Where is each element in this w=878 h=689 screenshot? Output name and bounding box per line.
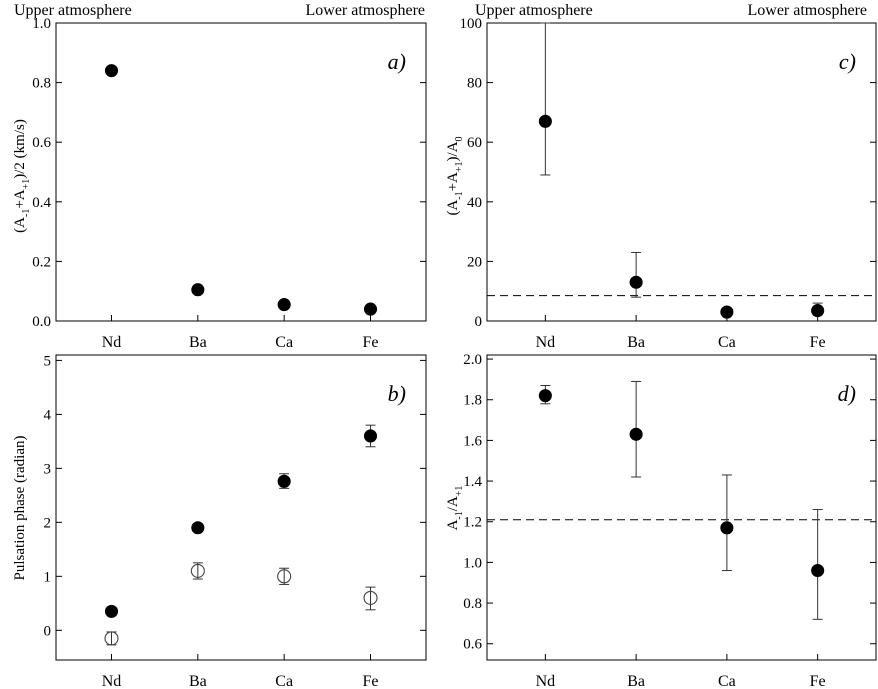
ytick-label-d-4: 1.4 bbox=[463, 474, 482, 490]
ytick-label-c-2: 40 bbox=[467, 195, 482, 211]
point-a-0-0 bbox=[104, 64, 119, 78]
svg-text:A-1/A+1: A-1/A+1 bbox=[445, 486, 465, 531]
ylabel-d: A-1/A+1 bbox=[445, 486, 465, 531]
svg-text:Pulsation phase (radian): Pulsation phase (radian) bbox=[12, 436, 28, 581]
point-c-0-0 bbox=[538, 114, 552, 128]
point-b-1-0 bbox=[104, 631, 119, 646]
header-left-upper: Upper atmosphere bbox=[14, 2, 132, 19]
ytick-label-c-5: 100 bbox=[460, 16, 483, 32]
point-a-0-1 bbox=[191, 283, 205, 297]
panel-c: 0 20 40 60 80 100 Nd Ba Ca Fe c) bbox=[460, 16, 877, 351]
xtick-label-c-0: Nd bbox=[536, 334, 556, 351]
point-b-0-1 bbox=[191, 521, 205, 535]
panel-label-b: b) bbox=[388, 381, 406, 406]
point-d-0-0 bbox=[538, 389, 552, 403]
xtick-label-c-3: Fe bbox=[810, 334, 826, 351]
ytick-label-b-0: 0 bbox=[44, 623, 52, 639]
ylabel-a: (A-1+A+1)/2 (km/s) bbox=[12, 119, 32, 233]
point-c-0-2 bbox=[720, 305, 734, 319]
ytick-label-b-5: 5 bbox=[44, 353, 52, 369]
svg-text:(A-1+A+1)/2 (km/s): (A-1+A+1)/2 (km/s) bbox=[12, 119, 32, 233]
header-right-lower: Lower atmosphere bbox=[747, 2, 867, 19]
plot-frame-a bbox=[55, 22, 427, 322]
ytick-label-d-5: 1.6 bbox=[463, 433, 482, 449]
panel-label-c: c) bbox=[839, 49, 856, 74]
panel-label-a: a) bbox=[388, 49, 406, 74]
point-d-0-1 bbox=[629, 427, 643, 441]
point-d-0-3 bbox=[811, 563, 825, 578]
ytick-label-d-7: 2.0 bbox=[463, 352, 482, 368]
xtick-label-a-0: Nd bbox=[102, 334, 122, 351]
ytick-label-d-1: 0.8 bbox=[463, 596, 482, 612]
point-c-0-1 bbox=[629, 275, 643, 289]
point-b-1-3 bbox=[363, 590, 378, 605]
panel-d: 0.6 0.8 1.0 1.2 1.4 1.6 1.8 2.0 Nd Ba Ca Fe d) bbox=[463, 352, 877, 689]
ytick-label-b-1: 1 bbox=[44, 569, 52, 585]
xtick-label-b-2: Ca bbox=[275, 673, 293, 689]
xtick-label-a-3: Fe bbox=[363, 334, 379, 351]
panel-b: 0 1 2 3 4 5 Nd Ba Ca Fe b) bbox=[44, 353, 427, 689]
ytick-label-a-4: 0.8 bbox=[32, 76, 51, 92]
xtick-label-b-3: Fe bbox=[363, 673, 379, 689]
xtick-label-d-1: Ba bbox=[627, 673, 645, 689]
ytick-label-c-0: 0 bbox=[475, 314, 483, 330]
ytick-label-d-3: 1.2 bbox=[463, 515, 482, 531]
ytick-label-a-1: 0.2 bbox=[32, 254, 51, 270]
header-left-lower: Lower atmosphere bbox=[305, 2, 425, 19]
xtick-label-d-2: Ca bbox=[718, 673, 736, 689]
ylabel-b: Pulsation phase (radian) bbox=[12, 436, 28, 581]
xtick-label-c-1: Ba bbox=[627, 334, 645, 351]
svg-text:(A-1+A+1)/A0: (A-1+A+1)/A0 bbox=[445, 136, 465, 215]
point-b-0-3 bbox=[363, 429, 378, 443]
ytick-label-a-0: 0.0 bbox=[32, 314, 51, 330]
point-b-0-2 bbox=[277, 474, 291, 488]
point-b-1-2 bbox=[277, 569, 292, 584]
panel-a: 0.0 0.2 0.4 0.6 0.8 1.0 Nd Ba Ca Fe a) bbox=[32, 16, 427, 351]
ytick-label-c-1: 20 bbox=[467, 254, 482, 270]
ytick-label-c-3: 60 bbox=[467, 135, 482, 151]
panel-label-d: d) bbox=[838, 381, 856, 406]
xtick-label-d-3: Fe bbox=[810, 673, 826, 689]
plot-frame-b bbox=[55, 354, 427, 661]
ylabel-c: (A-1+A+1)/A0 bbox=[445, 136, 465, 215]
ytick-label-a-3: 0.6 bbox=[32, 135, 51, 151]
xtick-label-b-0: Nd bbox=[102, 673, 122, 689]
ytick-label-a-2: 0.4 bbox=[32, 195, 51, 211]
xtick-label-d-0: Nd bbox=[536, 673, 556, 689]
plot-frame-d bbox=[486, 354, 877, 661]
ytick-label-a-5: 1.0 bbox=[32, 16, 51, 32]
ytick-label-c-4: 80 bbox=[467, 76, 482, 92]
xtick-label-a-1: Ba bbox=[189, 334, 207, 351]
point-b-1-1 bbox=[190, 563, 205, 578]
point-c-0-3 bbox=[811, 304, 825, 318]
xtick-label-b-1: Ba bbox=[189, 673, 207, 689]
point-a-0-3 bbox=[363, 302, 378, 316]
ytick-label-d-0: 0.6 bbox=[463, 637, 482, 653]
point-a-0-2 bbox=[277, 298, 291, 312]
point-b-0-0 bbox=[104, 604, 119, 618]
xtick-label-a-2: Ca bbox=[275, 334, 293, 351]
header-right-upper: Upper atmosphere bbox=[475, 2, 593, 19]
point-d-0-2 bbox=[720, 521, 734, 535]
ytick-label-b-2: 2 bbox=[44, 515, 52, 531]
ytick-label-b-4: 4 bbox=[44, 407, 52, 423]
xtick-label-c-2: Ca bbox=[718, 334, 736, 351]
ytick-label-d-2: 1.0 bbox=[463, 555, 482, 571]
ytick-label-d-6: 1.8 bbox=[463, 393, 482, 409]
plot-frame-c bbox=[486, 22, 877, 322]
ytick-label-b-3: 3 bbox=[44, 461, 52, 477]
